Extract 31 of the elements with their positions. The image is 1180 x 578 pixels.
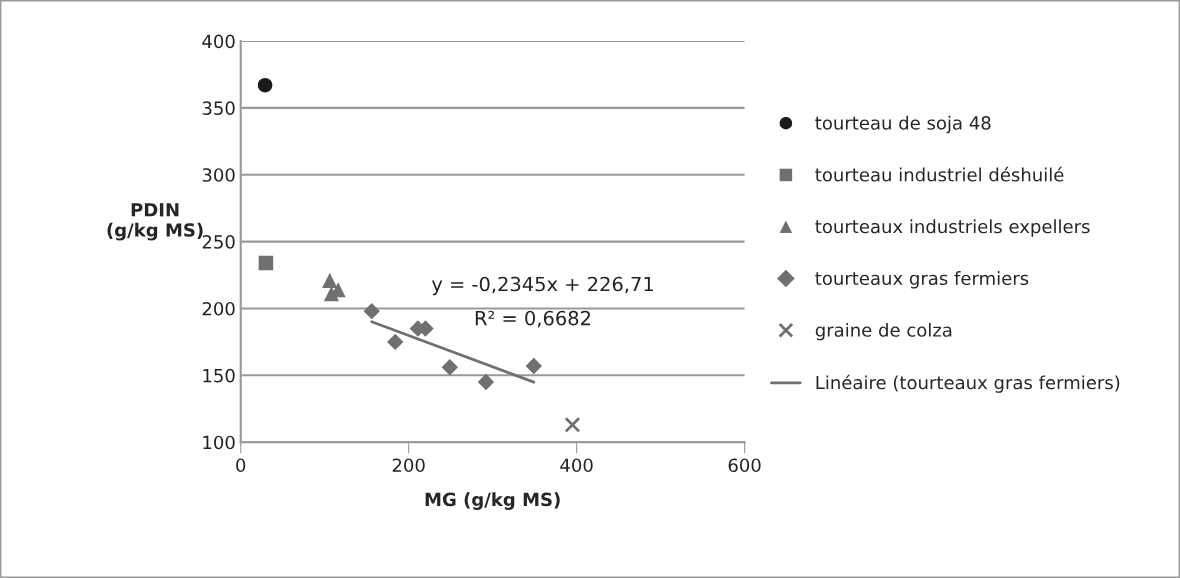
y-tick-label: 300 [202, 168, 235, 182]
point [363, 302, 380, 320]
legend-label: tourteaux gras fermiers [815, 271, 1029, 289]
point [564, 416, 581, 433]
annotation: R² = 0,6682 [475, 310, 591, 328]
point [387, 333, 404, 351]
y-tick-label: 400 [202, 34, 235, 49]
y-tick-label: 350 [202, 101, 235, 116]
x-axis-title: MG (g/kg MS) [425, 492, 560, 510]
annotation: y = -0,2345x + 226,71 [431, 276, 653, 296]
legend-label: tourteau industriel déshuilé [815, 166, 1064, 182]
legend-label: tourteaux industriels expellers [815, 219, 1090, 237]
y-tick-label: 250 [202, 235, 235, 249]
point [525, 357, 543, 375]
legend-label: tourteau de soja 48 [815, 115, 991, 134]
y-tick-label: 150 [203, 368, 235, 383]
x-tick-label: 600 [728, 458, 761, 473]
point [257, 77, 273, 93]
x-tick-label: 0 [236, 458, 246, 473]
y-tick-label: 100 [203, 435, 235, 450]
y-tick-label: 200 [202, 301, 235, 316]
point [258, 255, 274, 271]
legend-label: graine de colza [815, 322, 952, 341]
point [322, 272, 338, 288]
legend-label: Linéaire (tourteaux gras fermiers) [816, 374, 1120, 393]
y-axis-title: PDIN (g/kg MS) [107, 203, 203, 241]
point [441, 359, 459, 376]
x-tick-label: 200 [392, 458, 425, 473]
x-tick-label: 400 [560, 458, 593, 473]
point [323, 286, 340, 302]
point [477, 373, 495, 391]
